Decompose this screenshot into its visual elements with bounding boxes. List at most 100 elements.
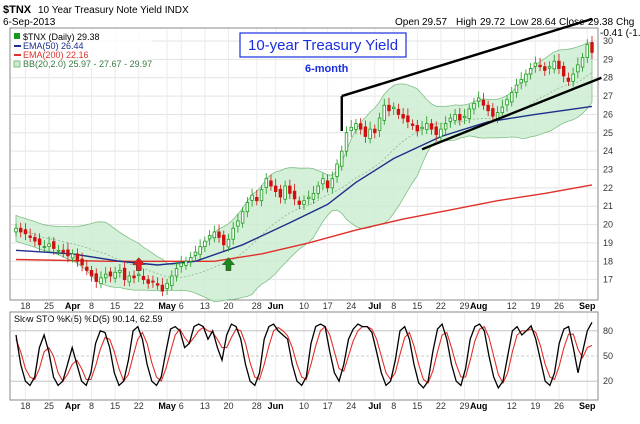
stoch-y-tick-label: 80 bbox=[603, 326, 613, 336]
candle-body bbox=[561, 65, 566, 77]
stoch-x-tick-label: 29 bbox=[460, 401, 470, 411]
ema50-line bbox=[15, 105, 593, 266]
candle-body bbox=[392, 106, 396, 109]
green-up-arrow bbox=[221, 257, 236, 271]
legend-bb: BB(20,2.0) 25.97 - 27.67 - 29.97 bbox=[23, 59, 152, 69]
candle-body bbox=[108, 271, 113, 277]
candle-body bbox=[132, 275, 136, 279]
stoch-x-tick-label: 28 bbox=[252, 401, 262, 411]
high-value: 29.72 bbox=[480, 17, 505, 28]
open-value: 29.57 bbox=[422, 17, 447, 28]
candle-body bbox=[410, 123, 415, 126]
price-x-tick-label: Jul bbox=[368, 301, 381, 311]
candle-body bbox=[70, 253, 75, 259]
ema200-line bbox=[15, 184, 593, 262]
candle-body bbox=[19, 227, 23, 233]
candle-body bbox=[42, 246, 47, 249]
stoch-x-tick-label: 8 bbox=[391, 401, 396, 411]
candle-body bbox=[382, 104, 386, 121]
candle-body bbox=[434, 126, 438, 136]
candle-body bbox=[85, 266, 89, 271]
price-x-tick-label: 8 bbox=[89, 301, 94, 311]
candle-body bbox=[344, 132, 349, 152]
stoch-x-tick-label: 8 bbox=[89, 401, 94, 411]
stoch-x-axis: 18 25 Apr 8 15 22 May 6 13 20 28 Jun 10 17 24 Jul 8 15 22 2… bbox=[20, 401, 596, 411]
candle-body bbox=[425, 123, 429, 130]
candle-body bbox=[288, 185, 292, 194]
candle-body bbox=[217, 231, 221, 238]
annotation-six-month: 6-month bbox=[305, 63, 349, 75]
price-y-tick-label: 26 bbox=[603, 109, 613, 119]
candle-body bbox=[580, 57, 585, 68]
open-label: Open bbox=[395, 17, 419, 28]
price-x-tick-label: 17 bbox=[323, 301, 333, 311]
candle-body bbox=[61, 249, 65, 253]
high-label: High bbox=[456, 17, 477, 28]
candle-body bbox=[174, 268, 179, 277]
candle-body bbox=[113, 271, 117, 279]
candles bbox=[14, 36, 594, 297]
price-x-axis: 18 25 Apr 8 15 22 May 6 13 20 28 Jun 10 17 24 Jul 8 15 22 2… bbox=[20, 301, 596, 311]
candle-body bbox=[28, 235, 32, 238]
candle-body bbox=[533, 62, 538, 67]
candle-body bbox=[439, 128, 443, 138]
signal-arrows bbox=[132, 257, 236, 271]
candle-body bbox=[585, 44, 589, 58]
price-x-tick-label: 20 bbox=[223, 301, 233, 311]
candle-body bbox=[481, 99, 486, 106]
candle-body bbox=[453, 114, 457, 121]
candle-body bbox=[373, 128, 377, 134]
stoch-lines bbox=[15, 321, 593, 390]
moving-averages bbox=[15, 105, 593, 266]
close-label: Close bbox=[559, 17, 585, 28]
legend-ema50: EMA(50) 26.44 bbox=[23, 41, 84, 51]
price-x-tick-label: 6 bbox=[179, 301, 184, 311]
candle-body bbox=[448, 117, 453, 122]
candle-body bbox=[47, 243, 51, 248]
price-x-tick-label: 29 bbox=[460, 301, 470, 311]
price-x-tick-label: 15 bbox=[412, 301, 422, 311]
candle-body bbox=[519, 79, 523, 84]
stoch-x-tick-label: 15 bbox=[110, 401, 120, 411]
trend-line-upper bbox=[341, 17, 593, 98]
price-y-tick-label: 19 bbox=[603, 238, 613, 248]
price-y-tick-label: 27 bbox=[603, 91, 613, 101]
price-y-tick-label: 24 bbox=[603, 146, 613, 156]
legend-swatch-price bbox=[14, 33, 20, 39]
stoch-x-tick-label: Sep bbox=[579, 401, 596, 411]
price-x-tick-label: 10 bbox=[299, 301, 309, 311]
candle-body bbox=[292, 190, 297, 200]
candle-body bbox=[302, 200, 306, 205]
candle-body bbox=[236, 220, 240, 227]
price-x-tick-label: 24 bbox=[346, 301, 356, 311]
candle-body bbox=[264, 178, 268, 188]
annotation-title-box bbox=[239, 32, 407, 58]
candle-body bbox=[75, 253, 80, 262]
candle-body bbox=[94, 273, 98, 282]
price-y-tick-label: 29 bbox=[603, 54, 613, 64]
red-up-arrow bbox=[132, 257, 146, 271]
legend-ema200: EMA(200) 22.16 bbox=[23, 50, 89, 60]
price-x-tick-label: 18 bbox=[20, 301, 30, 311]
candle-body bbox=[325, 180, 330, 189]
candle-body bbox=[514, 84, 519, 93]
candle-body bbox=[340, 150, 344, 167]
price-y-tick-label: 21 bbox=[603, 201, 613, 211]
price-x-tick-label: 15 bbox=[110, 301, 120, 311]
candle-body bbox=[472, 103, 476, 110]
chg-label: Chg bbox=[616, 17, 634, 28]
candle-body bbox=[401, 114, 405, 119]
price-x-tick-label: 25 bbox=[44, 301, 54, 311]
low-label: Low bbox=[510, 17, 529, 28]
candle-body bbox=[23, 229, 28, 235]
ticker-symbol: $TNX bbox=[3, 4, 32, 16]
candle-body bbox=[486, 104, 490, 112]
candle-body bbox=[188, 257, 193, 262]
candle-body bbox=[458, 114, 462, 121]
legend-background bbox=[12, 30, 152, 68]
candle-body bbox=[170, 275, 174, 286]
legend: $TNX (Daily) 29.38 EMA(50) 26.44 EMA(200… bbox=[12, 30, 152, 69]
price-y-tick-label: 28 bbox=[603, 73, 613, 83]
stoch-x-tick-label: May bbox=[158, 401, 176, 411]
stoch-x-tick-label: 10 bbox=[299, 401, 309, 411]
